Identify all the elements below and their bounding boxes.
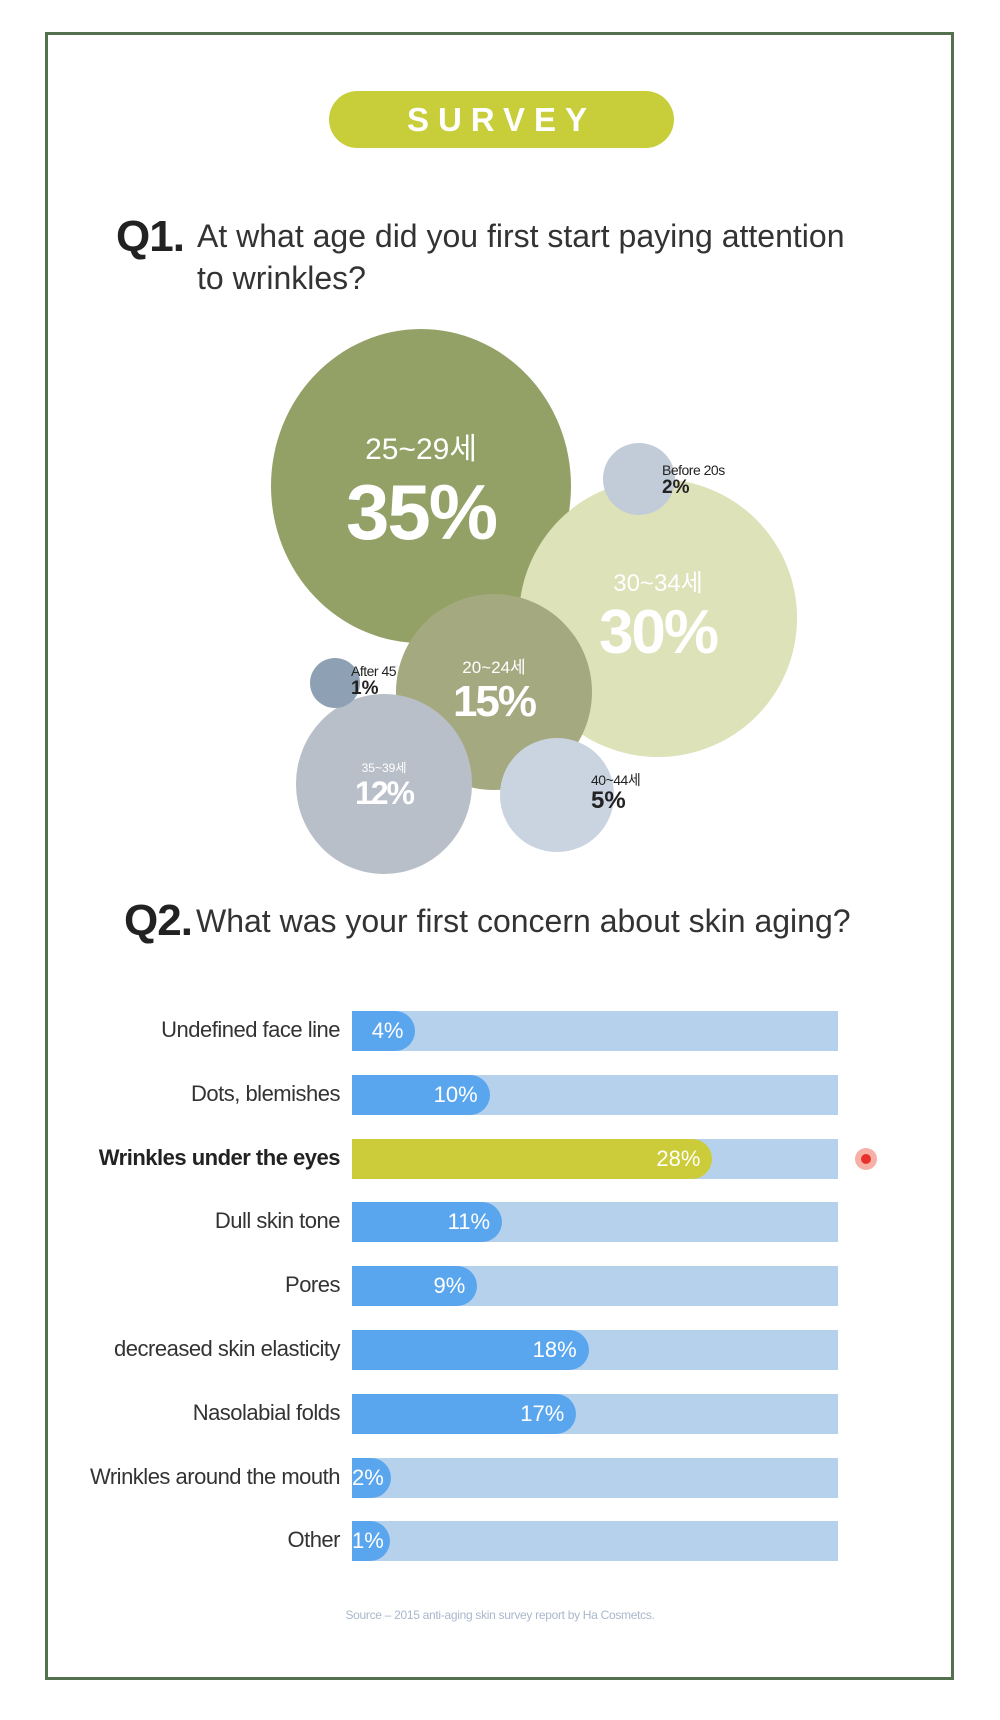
bar-track: 10% (352, 1075, 838, 1115)
q1-question: At what age did you first start paying a… (197, 215, 844, 299)
survey-badge: SURVEY (329, 91, 674, 148)
bubble-7 (309, 657, 361, 709)
bubble-category-label: 35~39세 (361, 761, 407, 776)
bubble-value-label: 30% (598, 597, 719, 667)
bar: 17% (352, 1394, 577, 1434)
bar-category-label: Wrinkles around the mouth (89, 1464, 341, 1489)
bar-value-label: 11% (447, 1209, 491, 1234)
bubble-outside-label: 40~44세 5% (591, 772, 641, 814)
bar-value-label: 28% (656, 1146, 701, 1171)
bar-value-label: 2% (352, 1465, 384, 1490)
bubble-outside-label: After 45 1% (351, 663, 397, 699)
q2-question: What was your first concern about skin a… (196, 903, 851, 939)
bubble-category-label: 40~44세 (591, 772, 641, 788)
bar: 28% (352, 1139, 713, 1179)
bar-track: 1% (352, 1521, 838, 1561)
bubble-5 (500, 738, 614, 852)
bar-category-label: Dots, blemishes (190, 1081, 341, 1106)
bubble-value-label: 35% (345, 468, 498, 556)
q1-number: Q1. (116, 212, 185, 261)
bubble-outside-label: Before 20s 2% (662, 463, 725, 498)
frame-border (45, 32, 954, 1680)
bubble-value-label: 15% (452, 677, 537, 727)
bubble-category-label: After 45 (351, 663, 397, 679)
bubble-4: 35~39세 12% (296, 694, 472, 874)
bubble-value-label: 5% (591, 786, 626, 814)
bar: 10% (352, 1075, 490, 1115)
bar: 2% (352, 1458, 391, 1498)
bar-category-label: Pores (285, 1272, 340, 1297)
bar-value-label: 18% (532, 1337, 577, 1362)
bubble-category-label: 20~24세 (462, 658, 526, 678)
bar-value-label: 9% (433, 1273, 466, 1298)
bar-category-label: Dull skin tone (214, 1208, 341, 1233)
bar-value-label: 1% (352, 1528, 384, 1553)
bar-category-label: Undefined face line (161, 1017, 340, 1042)
bubble-category-label: 30~34세 (613, 569, 703, 597)
bubble-value-label: 12% (354, 775, 415, 812)
bar: 1% (352, 1521, 390, 1561)
bar-value-label: 17% (520, 1401, 565, 1426)
bar-value-label: 4% (371, 1018, 404, 1043)
bar: 18% (352, 1330, 589, 1370)
bubble-category-label: Before 20s (662, 462, 725, 478)
bar: 11% (352, 1202, 503, 1242)
bar-category-label: Wrinkles under the eyes (98, 1145, 341, 1170)
bar: 9% (352, 1266, 478, 1306)
bar: 4% (352, 1011, 416, 1051)
bubble-value-label: 1% (351, 677, 379, 699)
bar-track: 11% (352, 1202, 838, 1242)
bubble-value-label: 2% (662, 476, 690, 498)
bar-track: 18% (352, 1330, 838, 1370)
q1-question-line2: to wrinkles? (197, 260, 366, 296)
bar-value-label: 10% (433, 1082, 478, 1107)
bar-category-label: decreased skin elasticity (114, 1336, 340, 1361)
bar-track: 4% (352, 1011, 838, 1051)
highlight-marker-icon (855, 1148, 877, 1170)
q1-question-line1: At what age did you first start paying a… (197, 218, 845, 254)
bubble-category-label: 25~29세 (365, 433, 477, 466)
q2-number: Q2. (124, 896, 193, 945)
bar-track: 28% (352, 1139, 838, 1179)
source-note: Source – 2015 anti-aging skin survey rep… (345, 1608, 655, 1622)
bar-category-label: Other (287, 1527, 340, 1552)
bar-track: 17% (352, 1394, 838, 1434)
bar-track: 9% (352, 1266, 838, 1306)
bar-track: 2% (352, 1458, 838, 1498)
bar-category-label: Nasolabial folds (192, 1400, 341, 1425)
bubble-6 (603, 443, 675, 515)
